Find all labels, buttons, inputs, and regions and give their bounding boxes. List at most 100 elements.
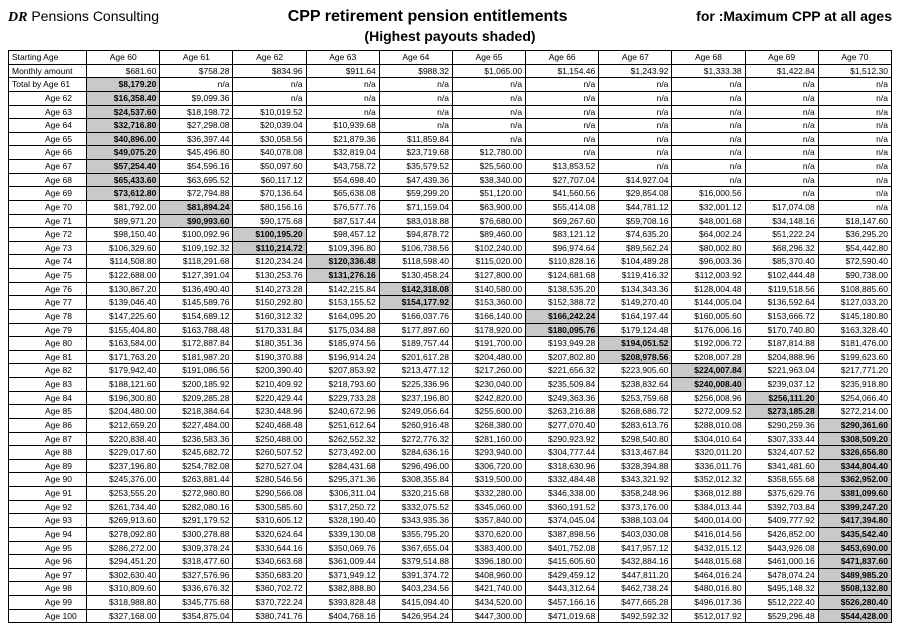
data-cell: $256,008.96 (672, 391, 745, 405)
data-cell: $260,507.52 (233, 446, 306, 460)
brand: DR Pensions Consulting (8, 8, 159, 26)
row-label: Age 78 (9, 309, 87, 323)
col-header-age: Age 60 (87, 51, 160, 65)
row-label: Age 77 (9, 296, 87, 310)
data-cell: $72,794.88 (160, 187, 233, 201)
data-cell: $136,592.64 (745, 296, 818, 310)
data-cell: $23,719.68 (379, 146, 452, 160)
data-cell: $176,006.16 (672, 323, 745, 337)
data-cell: $344,804.40 (818, 459, 891, 473)
data-cell: $181,476.00 (818, 337, 891, 351)
data-cell: $90,993.60 (160, 214, 233, 228)
data-cell: $304,010.64 (672, 432, 745, 446)
data-cell: $278,092.80 (87, 527, 160, 541)
data-cell: $346,338.00 (526, 487, 599, 501)
data-cell: $462,738.24 (599, 582, 672, 596)
table-row: Age 100$327,168.00$354,875.04$380,741.76… (9, 609, 892, 623)
data-cell: $8,179.20 (87, 78, 160, 92)
data-cell: n/a (160, 78, 233, 92)
data-cell: $96,003.36 (672, 255, 745, 269)
table-row: Age 62$16,358.40$9,099.36n/an/an/an/an/a… (9, 91, 892, 105)
data-cell: $220,429.44 (233, 391, 306, 405)
data-cell: n/a (818, 119, 891, 133)
data-cell: $201,617.28 (379, 350, 452, 364)
row-label: Age 96 (9, 555, 87, 569)
data-cell: $435,542.40 (818, 527, 891, 541)
table-row: Age 64$32,716.80$27,298.08$20,039.04$10,… (9, 119, 892, 133)
data-cell: $89,562.24 (599, 241, 672, 255)
data-cell: $443,312.64 (526, 582, 599, 596)
data-cell: $74,635.20 (599, 228, 672, 242)
data-cell: $273,492.00 (306, 446, 379, 460)
data-cell: $290,259.36 (745, 418, 818, 432)
data-cell: n/a (672, 105, 745, 119)
data-cell: $199,623.60 (818, 350, 891, 364)
data-cell: n/a (379, 78, 452, 92)
data-cell: $27,707.04 (526, 173, 599, 187)
data-cell: $119,518.56 (745, 282, 818, 296)
data-cell: $332,075.52 (379, 500, 452, 514)
data-cell: $181,987.20 (160, 350, 233, 364)
data-cell: $332,280.00 (452, 487, 525, 501)
data-cell: $27,298.08 (160, 119, 233, 133)
data-cell: $43,758.72 (306, 160, 379, 174)
data-cell: $32,819.04 (306, 146, 379, 160)
data-cell: $526,280.40 (818, 596, 891, 610)
table-row: Age 93$269,913.60$291,179.52$310,605.12$… (9, 514, 892, 528)
monthly-row-label: Monthly amount (9, 64, 87, 78)
data-cell: $76,680.00 (452, 214, 525, 228)
data-cell: $254,782.08 (160, 459, 233, 473)
data-cell: $371,949.12 (306, 568, 379, 582)
data-cell: n/a (526, 119, 599, 133)
data-cell: n/a (818, 91, 891, 105)
data-cell: $251,612.64 (306, 418, 379, 432)
data-cell: $150,292.80 (233, 296, 306, 310)
data-cell: $434,520.00 (452, 596, 525, 610)
data-cell: $288,010.08 (672, 418, 745, 432)
data-cell: $374,045.04 (526, 514, 599, 528)
data-cell: n/a (672, 132, 745, 146)
data-cell: $106,738.56 (379, 241, 452, 255)
data-cell: $54,596.16 (160, 160, 233, 174)
data-cell: $128,004.48 (672, 282, 745, 296)
data-cell: n/a (745, 91, 818, 105)
data-cell: $138,535.20 (526, 282, 599, 296)
data-cell: $495,148.32 (745, 582, 818, 596)
data-cell: n/a (306, 105, 379, 119)
data-cell: $357,840.00 (452, 514, 525, 528)
row-label: Age 99 (9, 596, 87, 610)
data-cell: $213,477.12 (379, 364, 452, 378)
data-cell: $332,484.48 (526, 473, 599, 487)
data-cell: $290,361.60 (818, 418, 891, 432)
data-cell: $308,509.20 (818, 432, 891, 446)
col-header-age: Age 68 (672, 51, 745, 65)
data-cell: $477,665.28 (599, 596, 672, 610)
monthly-cell: $1,243.92 (599, 64, 672, 78)
data-cell: $328,394.88 (599, 459, 672, 473)
data-cell: $381,099.60 (818, 487, 891, 501)
data-cell: $350,683.20 (233, 568, 306, 582)
data-cell: n/a (672, 91, 745, 105)
data-cell: $18,147.60 (818, 214, 891, 228)
data-cell: $229,017.60 (87, 446, 160, 460)
data-cell: $100,092.96 (160, 228, 233, 242)
data-cell: $98,457.12 (306, 228, 379, 242)
row-label: Age 91 (9, 487, 87, 501)
data-cell: $370,722.24 (233, 596, 306, 610)
data-cell: $339,130.08 (306, 527, 379, 541)
data-cell: $426,852.00 (745, 527, 818, 541)
data-cell: $193,949.28 (526, 337, 599, 351)
data-cell: $336,676.32 (160, 582, 233, 596)
row-label: Age 87 (9, 432, 87, 446)
monthly-row: Monthly amount$681.60$758.28$834.96$911.… (9, 64, 892, 78)
data-cell: $115,020.00 (452, 255, 525, 269)
data-cell: $178,920.00 (452, 323, 525, 337)
data-cell: $179,942.40 (87, 364, 160, 378)
data-cell: $130,867.20 (87, 282, 160, 296)
data-cell: $188,121.60 (87, 378, 160, 392)
table-row: Age 86$212,659.20$227,484.00$240,468.48$… (9, 418, 892, 432)
data-cell: $447,811.20 (599, 568, 672, 582)
data-cell: $118,598.40 (379, 255, 452, 269)
data-cell: $464,016.24 (672, 568, 745, 582)
data-cell: $235,918.80 (818, 378, 891, 392)
